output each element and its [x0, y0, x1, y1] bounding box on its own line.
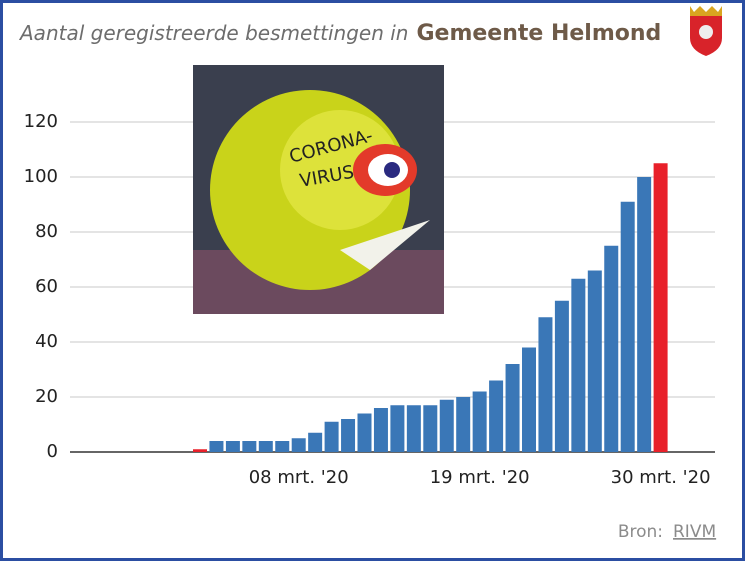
- source-label: Bron:: [618, 522, 663, 542]
- source-link[interactable]: RIVM: [673, 522, 716, 542]
- bar: [324, 421, 339, 452]
- title-emphasis: Gemeente Helmond: [416, 21, 661, 46]
- bar: [538, 317, 553, 452]
- bar: [242, 441, 257, 452]
- x-tick-label: 19 mrt. '20: [430, 467, 530, 488]
- y-tick-label: 0: [47, 441, 58, 462]
- bar: [571, 278, 586, 452]
- bar: [291, 438, 306, 452]
- bar: [456, 397, 471, 452]
- bar: [225, 441, 240, 452]
- bar: [193, 449, 207, 452]
- y-tick-label: 40: [35, 331, 58, 352]
- x-tick-label: 30 mrt. '20: [611, 467, 711, 488]
- bar: [604, 245, 619, 452]
- bar: [472, 391, 487, 452]
- y-tick-label: 20: [35, 386, 58, 407]
- x-tick-label: 08 mrt. '20: [249, 467, 349, 488]
- bar: [341, 419, 356, 452]
- y-tick-label: 60: [35, 276, 58, 297]
- bar: [620, 201, 635, 452]
- bar: [209, 441, 224, 452]
- y-tick-label: 80: [35, 221, 58, 242]
- bar: [373, 408, 388, 452]
- bar: [522, 347, 536, 452]
- bar: [505, 364, 520, 452]
- bar: [653, 163, 668, 452]
- bar: [587, 270, 602, 452]
- coat-of-arms: [690, 6, 722, 56]
- bar: [390, 405, 405, 452]
- bar: [258, 441, 273, 452]
- bar: [275, 441, 290, 452]
- title-text: Aantal geregistreerde besmettingen in: [18, 21, 408, 45]
- bar: [637, 177, 652, 452]
- bar: [554, 300, 569, 452]
- bar: [406, 405, 421, 452]
- bar: [357, 413, 372, 452]
- bar: [308, 432, 323, 452]
- chart-title: Aantal geregistreerde besmettingen in Gem…: [18, 21, 661, 47]
- bar: [439, 399, 454, 452]
- bar: [423, 405, 438, 452]
- illustration: CORONA- VIRUS: [193, 65, 444, 314]
- y-tick-label: 120: [24, 111, 58, 132]
- y-tick-label: 100: [24, 166, 58, 187]
- bar: [489, 380, 504, 452]
